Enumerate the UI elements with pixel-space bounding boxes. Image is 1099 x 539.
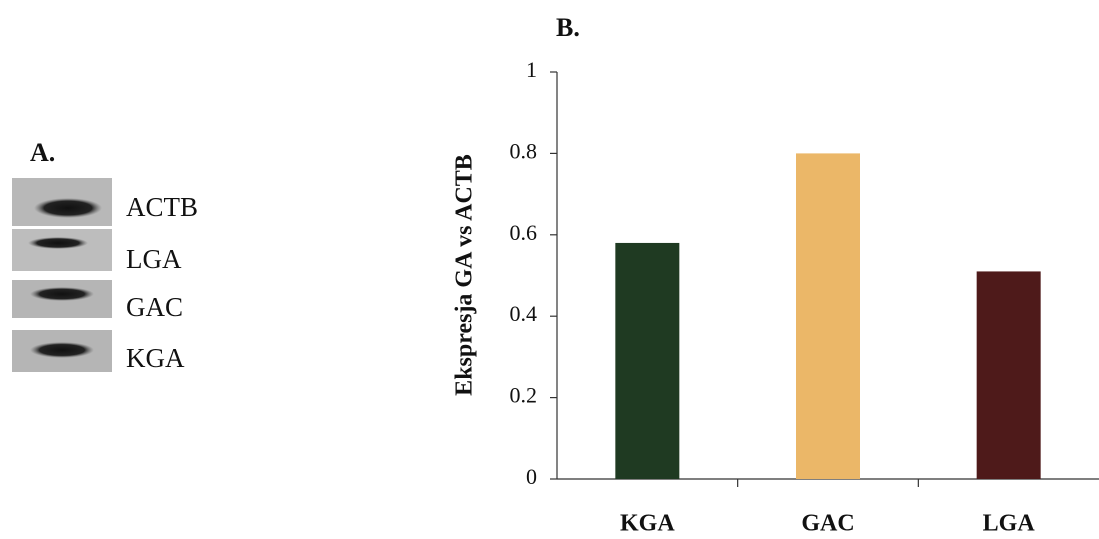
gel-band — [30, 287, 94, 301]
band-label: LGA — [126, 244, 182, 274]
bar — [615, 243, 679, 479]
band-label: GAC — [126, 292, 183, 322]
y-tick-label: 1 — [526, 57, 537, 82]
bar — [796, 153, 860, 479]
gel-band — [30, 342, 94, 358]
y-tick-label: 0.8 — [510, 138, 538, 163]
gel-band — [28, 237, 88, 249]
band-label: ACTB — [126, 192, 198, 222]
panel-label: A. — [30, 138, 55, 167]
y-tick-label: 0.6 — [510, 220, 538, 245]
x-tick-label: GAC — [801, 511, 854, 537]
band-label: KGA — [126, 343, 185, 373]
gel-strip — [12, 229, 112, 271]
figure: A. ACTB LGA GAC KGA B. Ekspresja GA vs A… — [0, 0, 1099, 539]
y-axis-label: Ekspresja GA vs ACTB — [452, 154, 478, 396]
y-tick-label: 0 — [526, 464, 537, 489]
gel-panel: A. ACTB LGA GAC KGA — [12, 138, 198, 373]
x-tick-label: LGA — [983, 511, 1036, 537]
y-tick-label: 0.4 — [510, 301, 538, 326]
chart-title: B. — [556, 13, 580, 42]
gel-band — [34, 198, 102, 218]
x-tick-label: KGA — [620, 511, 675, 537]
y-tick-label: 0.2 — [510, 383, 538, 408]
bar — [977, 271, 1041, 479]
